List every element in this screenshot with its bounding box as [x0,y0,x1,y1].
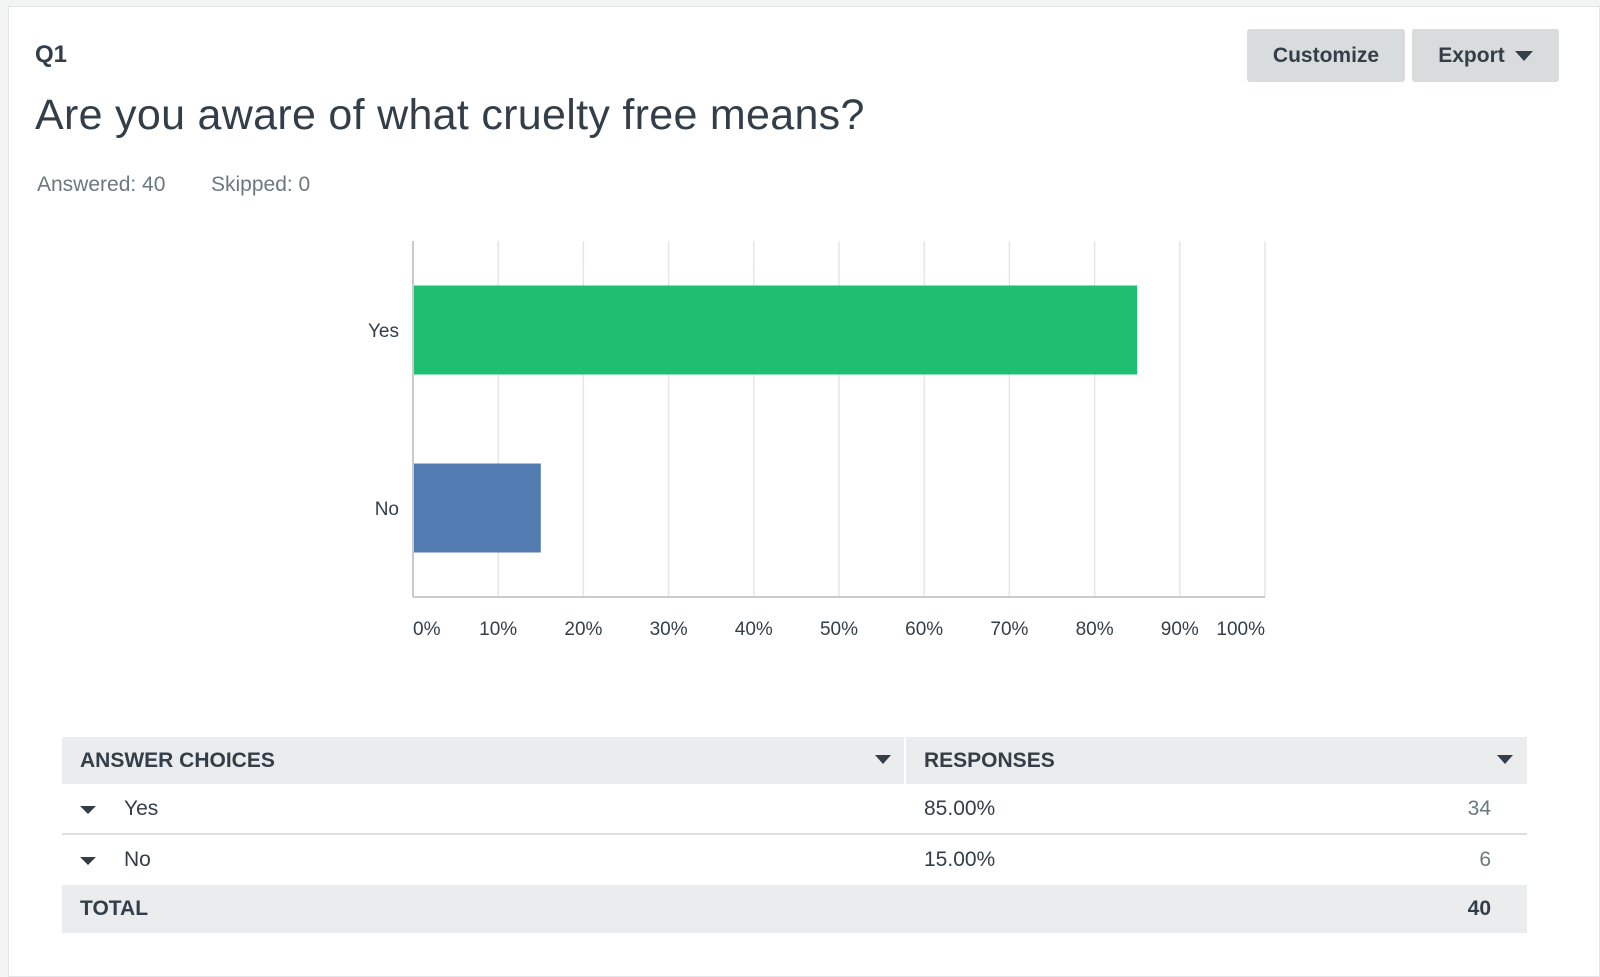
customize-button[interactable]: Customize [1247,29,1405,82]
answer-choices-header[interactable]: ANSWER CHOICES [62,737,906,784]
responses-header-label: RESPONSES [924,749,1055,772]
x-tick-label: 70% [990,619,1028,640]
sort-caret-icon[interactable] [875,755,891,764]
expand-caret-icon[interactable] [80,857,96,865]
total-label: TOTAL [80,897,149,920]
caret-down-icon [1514,50,1533,61]
row-label: No [124,848,151,871]
answered-count: Answered: 40 [37,173,166,196]
customize-label: Customize [1272,43,1380,67]
skipped-count: Skipped: 0 [211,173,311,196]
category-label: No [375,499,399,520]
row-percent: 15.00% [924,848,996,871]
x-tick-label: 10% [479,619,517,640]
export-label: Export [1438,43,1505,67]
question-card: Q1 Are you aware of what cruelty free me… [8,6,1600,977]
bar-yes [414,285,1138,375]
total-value: 40 [1467,897,1491,920]
table-total-row: TOTAL 40 [62,885,1527,933]
export-button[interactable]: Export [1412,29,1559,82]
x-tick-label: 90% [1161,619,1199,640]
row-count: 34 [1467,797,1491,820]
x-tick-label: 50% [820,619,858,640]
expand-caret-icon[interactable] [80,806,96,814]
x-tick-label: 100% [1216,619,1265,640]
x-tick-label: 0% [413,619,441,640]
table-header: ANSWER CHOICES RESPONSES [62,737,1527,784]
x-tick-label: 80% [1076,619,1114,640]
x-tick-label: 40% [735,619,773,640]
sort-caret-icon[interactable] [1497,755,1513,764]
table-row: No 15.00% 6 [62,835,1527,885]
question-title: Are you aware of what cruelty free means… [35,91,865,139]
row-percent: 85.00% [924,797,996,820]
table-row: Yes 85.00% 34 [62,784,1527,835]
question-number: Q1 [35,41,68,68]
answer-choices-label: ANSWER CHOICES [80,749,275,772]
bar-no [414,463,541,553]
row-label: Yes [124,797,159,820]
response-bar-chart: Yes No 0% 10% 20% 30% 40% 50% 60% 70% 80% 90% 100% [368,241,1266,640]
x-tick-label: 30% [650,619,688,640]
x-tick-label: 20% [564,619,602,640]
responses-table: ANSWER CHOICES RESPONSES Yes 85.00% 34 N… [62,737,1527,933]
row-count: 6 [1479,848,1491,871]
category-label: Yes [368,321,399,342]
x-tick-label: 60% [905,619,943,640]
